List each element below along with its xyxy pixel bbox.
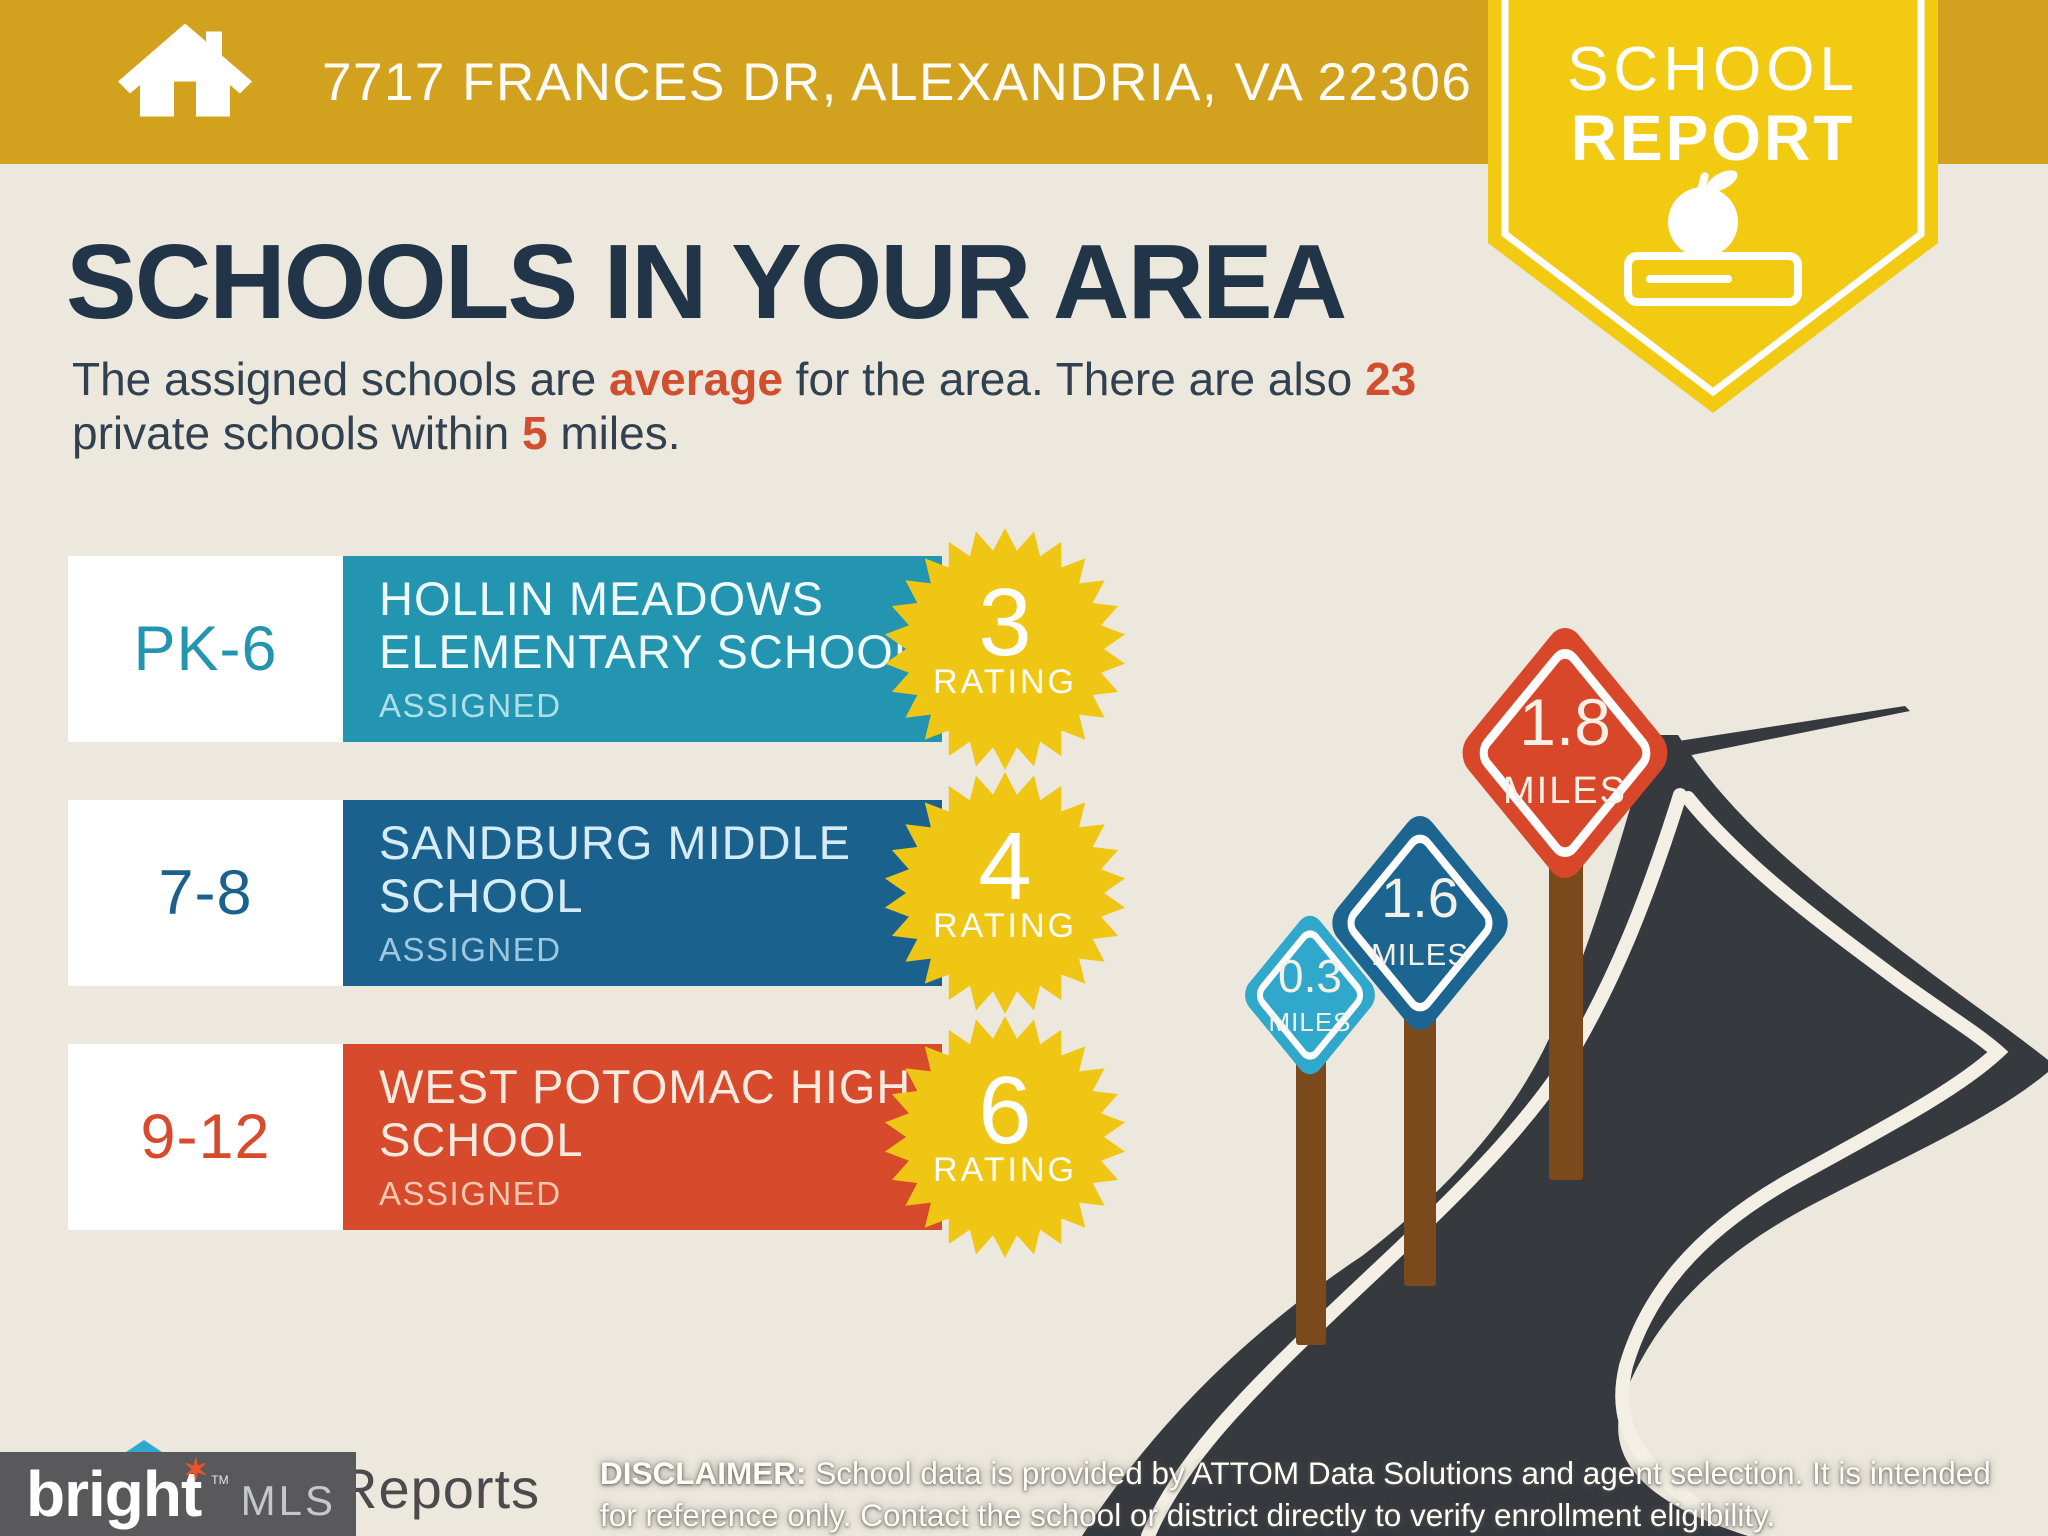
brand-name: bright ✶: [26, 1454, 208, 1530]
grade-range: PK-6: [68, 556, 343, 742]
road-line-right: [1615, 791, 2009, 1523]
intro-seg2: for the area. There are also: [782, 353, 1366, 405]
sign-unit: MILES: [1503, 770, 1627, 812]
school-name: HOLLIN MEADOWS ELEMENTARY SCHOOL: [379, 571, 921, 678]
intro-seg3: private schools within: [72, 407, 522, 460]
property-address: 7717 FRANCES DR, ALEXANDRIA, VA 22306: [322, 52, 1473, 112]
starburst-shape: [884, 1016, 1126, 1258]
school-bar: WEST POTOMAC HIGH SCHOOL ASSIGNED: [343, 1044, 942, 1230]
distance-sign-16: 1.6 MILES: [1332, 815, 1508, 1031]
disclaimer-text: DISCLAIMER: School data is provided by A…: [600, 1452, 2000, 1536]
badge-line2: REPORT: [1571, 102, 1856, 174]
sign-post-18: [1549, 850, 1583, 1180]
distance-sign-03: 0.3 MILES: [1245, 915, 1375, 1075]
rating-value: 6: [978, 1057, 1031, 1164]
disclaimer-label: DISCLAIMER:: [600, 1455, 807, 1491]
disclaimer-line2: for reference only. Contact the school o…: [600, 1497, 1776, 1534]
badge-inner-outline: [1501, 0, 1925, 397]
school-status: ASSIGNED: [379, 931, 562, 969]
apple-book-icon: [1624, 170, 1802, 306]
rating-badge: 3 RATING: [884, 528, 1126, 770]
road-line-left: [1141, 788, 1687, 1536]
rating-badge: 4 RATING: [884, 772, 1126, 1014]
brand-star-icon: ✶: [183, 1454, 208, 1487]
sign-value: 1.6: [1381, 866, 1459, 929]
rating-value: 3: [978, 569, 1031, 676]
school-status: ASSIGNED: [379, 687, 562, 725]
starburst-shape: [884, 772, 1126, 1014]
sign-value: 1.8: [1519, 685, 1611, 759]
school-bar: HOLLIN MEADOWS ELEMENTARY SCHOOL ASSIGNE…: [343, 556, 942, 742]
rating-value: 4: [978, 813, 1031, 920]
school-row-middle: 7-8 SANDBURG MIDDLE SCHOOL ASSIGNED 4 RA…: [68, 772, 1126, 1014]
intro-highlight-radius: 5: [521, 407, 548, 460]
bright-mls-watermark: bright ✶ TM MLS: [0, 1452, 356, 1536]
hidden-logo-fragment: [123, 1440, 165, 1454]
partial-reports-text: Reports: [337, 1457, 541, 1520]
school-report-badge: SCHOOL REPORT: [1488, 0, 1938, 413]
disclaimer-line1: School data is provided by ATTOM Data So…: [806, 1455, 1991, 1491]
sign-unit: MILES: [1268, 1007, 1351, 1037]
page-title: SCHOOLS IN YOUR AREA: [66, 223, 1347, 341]
rating-badge: 6 RATING: [884, 1016, 1126, 1258]
grade-range: 7-8: [68, 800, 343, 986]
sign-unit: MILES: [1371, 937, 1469, 972]
school-row-elementary: PK-6 HOLLIN MEADOWS ELEMENTARY SCHOOL AS…: [68, 528, 1126, 770]
rating-label: RATING: [933, 907, 1077, 945]
intro-highlight-count: 23: [1365, 353, 1417, 405]
school-name: SANDBURG MIDDLE SCHOOL: [379, 815, 852, 922]
starburst-shape: [884, 528, 1126, 770]
sign-post-16: [1404, 1000, 1436, 1286]
badge-line1: SCHOOL: [1567, 35, 1859, 104]
brand-suffix: MLS: [240, 1477, 336, 1524]
sign-post-03: [1296, 1060, 1326, 1345]
rating-label: RATING: [933, 663, 1077, 701]
school-bar: SANDBURG MIDDLE SCHOOL ASSIGNED: [343, 800, 942, 986]
brand-trademark: TM: [211, 1473, 229, 1487]
intro-seg4: miles.: [547, 407, 681, 460]
sign-value: 0.3: [1278, 950, 1342, 1002]
school-name: WEST POTOMAC HIGH SCHOOL: [379, 1059, 912, 1166]
school-row-high: 9-12 WEST POTOMAC HIGH SCHOOL ASSIGNED 6…: [68, 1016, 1126, 1258]
intro-seg1: The assigned schools are: [72, 353, 609, 405]
distance-sign-18: 1.8 MILES: [1462, 628, 1668, 878]
road-tip-sliver: [1672, 706, 1910, 757]
school-status: ASSIGNED: [379, 1175, 562, 1213]
grade-range: 9-12: [68, 1044, 343, 1230]
intro-text: The assigned schools are average for the…: [72, 352, 1572, 461]
intro-highlight-average: average: [608, 353, 783, 405]
home-icon: [118, 23, 252, 117]
rating-label: RATING: [933, 1151, 1077, 1189]
